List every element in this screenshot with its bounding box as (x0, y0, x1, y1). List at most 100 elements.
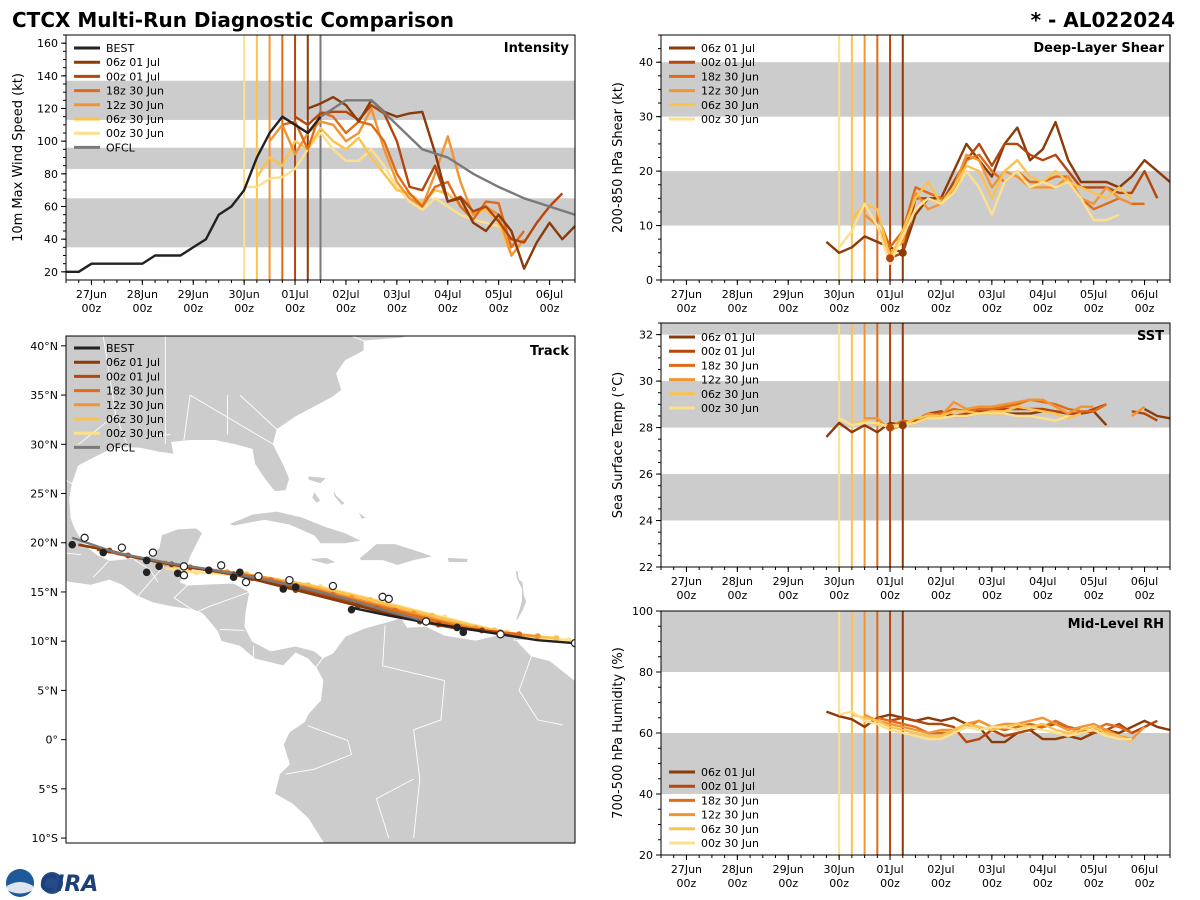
track-marker-filled (99, 548, 108, 557)
track-lat-label: 10°N (30, 635, 58, 648)
border-line-6 (219, 628, 245, 631)
shear-ytick-label: 40 (639, 56, 653, 69)
track-lat-label: 5°S (39, 783, 58, 796)
intensity-ytick-label: 20 (44, 266, 58, 279)
sst-ytick-label: 22 (639, 561, 653, 574)
sst-y-axis-label: Sea Surface Temp (°C) (611, 372, 626, 519)
shear-xtick-label: 28Jun (722, 288, 753, 301)
sst-legend-label: 00z 01 Jul (701, 345, 755, 358)
track-point-00z-30-jun (193, 569, 200, 576)
rh-band-0 (661, 733, 1170, 794)
rh-band-1 (661, 611, 1170, 672)
sst-xtick-label: 04Jul (1029, 575, 1056, 588)
intensity-ytick-label: 60 (44, 201, 58, 214)
border-line-25 (66, 517, 67, 519)
shear-legend-label: 00z 01 Jul (701, 56, 755, 69)
track-marker-open (384, 594, 393, 604)
track-point-12z-30-jun (534, 633, 541, 640)
border-line-17 (183, 395, 191, 441)
track-marker-open (80, 533, 89, 543)
track-legend-label: BEST (106, 342, 134, 355)
intensity-xtick-label: 02Jul (332, 288, 359, 301)
border-line-20 (146, 433, 171, 437)
sst-xtick-sublabel: 00z (727, 589, 747, 602)
rh-panel-title: Mid-Level RH (1068, 617, 1164, 632)
rh-plot-area (825, 611, 1170, 855)
track-point-18z-30-jun (516, 631, 523, 638)
border-line-9 (382, 625, 446, 839)
track-map-area (66, 336, 575, 843)
intensity-legend-label: 12z 30 Jun (106, 99, 164, 112)
rh-xtick-sublabel: 00z (1084, 877, 1104, 890)
land-bahamas-2 (311, 490, 322, 504)
intensity-ytick-label: 40 (44, 233, 58, 246)
shear-xtick-label: 03Jul (978, 288, 1005, 301)
rh-ytick-label: 80 (639, 666, 653, 679)
track-series-best (351, 606, 575, 645)
land-lesser-antilles (514, 569, 528, 622)
shear-ytick-label: 30 (639, 111, 653, 124)
cira-logo-text: CIRA (40, 872, 98, 897)
intensity-series-00z-01-jul-4 (294, 103, 564, 244)
track-legend-label: 18z 30 Jun (106, 385, 164, 398)
shear-xtick-sublabel: 00z (677, 302, 697, 315)
shear-xtick-label: 05Jul (1080, 288, 1107, 301)
track-marker-filled (347, 605, 356, 614)
intensity-series-00z-30-jun-0 (244, 131, 513, 244)
track-legend-label: 00z 30 Jun (106, 427, 164, 440)
shear-panel: 01020304027Jun00z28Jun00z29Jun00z30Jun00… (611, 34, 1171, 315)
track-panel-title: Track (530, 344, 569, 359)
track-marker-filled (173, 569, 182, 578)
sst-xtick-label: 02Jul (927, 575, 954, 588)
intensity-xtick-sublabel: 00z (285, 302, 305, 315)
land-puerto-rico (446, 557, 469, 563)
intensity-xtick-label: 27Jun (76, 288, 107, 301)
track-panel: 40°N 35°N 30°N 25°N 20°N 15°N 10°N 5°N 0° 5°S 10°S… (30, 335, 576, 845)
shear-ytick-label: 20 (639, 165, 653, 178)
intensity-legend-label: 00z 30 Jun (106, 127, 164, 140)
track-lat-label: 35°N (30, 389, 58, 402)
shear-xtick-sublabel: 00z (880, 302, 900, 315)
rh-legend-label: 12z 30 Jun (701, 809, 759, 822)
sst-panel-title: SST (1137, 329, 1164, 344)
rh-xtick-sublabel: 00z (727, 877, 747, 890)
track-legend-label: 06z 01 Jul (106, 356, 160, 369)
track-lat-label: 15°N (30, 586, 58, 599)
track-marker-filled (453, 623, 461, 632)
track-series-ofcl (71, 536, 427, 623)
intensity-xtick-label: 28Jun (127, 288, 158, 301)
shear-y-axis-label: 200-850 hPa Shear (kt) (611, 82, 626, 233)
rh-ytick-label: 40 (639, 788, 653, 801)
rh-legend-label: 18z 30 Jun (701, 794, 759, 807)
track-legend-label: 06z 30 Jun (106, 413, 164, 426)
intensity-series-06z-01-jul-5 (307, 95, 575, 270)
shear-ytick-label: 10 (639, 220, 653, 233)
sst-init-point-06z-01-jul (898, 421, 907, 430)
rh-xtick-label: 03Jul (978, 863, 1005, 876)
track-point-06z-30-jun (553, 635, 560, 642)
intensity-legend-label: 00z 01 Jul (106, 70, 160, 83)
shear-xtick-sublabel: 00z (829, 302, 849, 315)
shear-series-00z-30-jun-5 (838, 169, 1120, 265)
sst-band-0 (661, 474, 1170, 521)
shear-ytick-label: 0 (646, 274, 653, 287)
intensity-panel-title: Intensity (504, 41, 570, 56)
sst-panel: 22242628303227Jun00z28Jun00z29Jun00z30Ju… (611, 322, 1171, 602)
border-line-8 (315, 655, 325, 669)
track-marker-filled (142, 556, 151, 565)
shear-xtick-sublabel: 00z (1084, 302, 1104, 315)
sst-legend-label: 12z 30 Jun (701, 374, 759, 387)
rh-xtick-label: 05Jul (1080, 863, 1107, 876)
intensity-ytick-label: 100 (37, 135, 58, 148)
rh-xtick-label: 28Jun (722, 863, 753, 876)
intensity-xtick-label: 30Jun (229, 288, 260, 301)
sst-xtick-sublabel: 00z (677, 589, 697, 602)
track-lat-label: 5°N (37, 684, 58, 697)
intensity-legend-label: BEST (106, 42, 134, 55)
shear-xtick-label: 27Jun (671, 288, 702, 301)
sst-xtick-label: 05Jul (1080, 575, 1107, 588)
sst-legend-label: 18z 30 Jun (701, 359, 759, 372)
rh-xtick-sublabel: 00z (1033, 877, 1053, 890)
